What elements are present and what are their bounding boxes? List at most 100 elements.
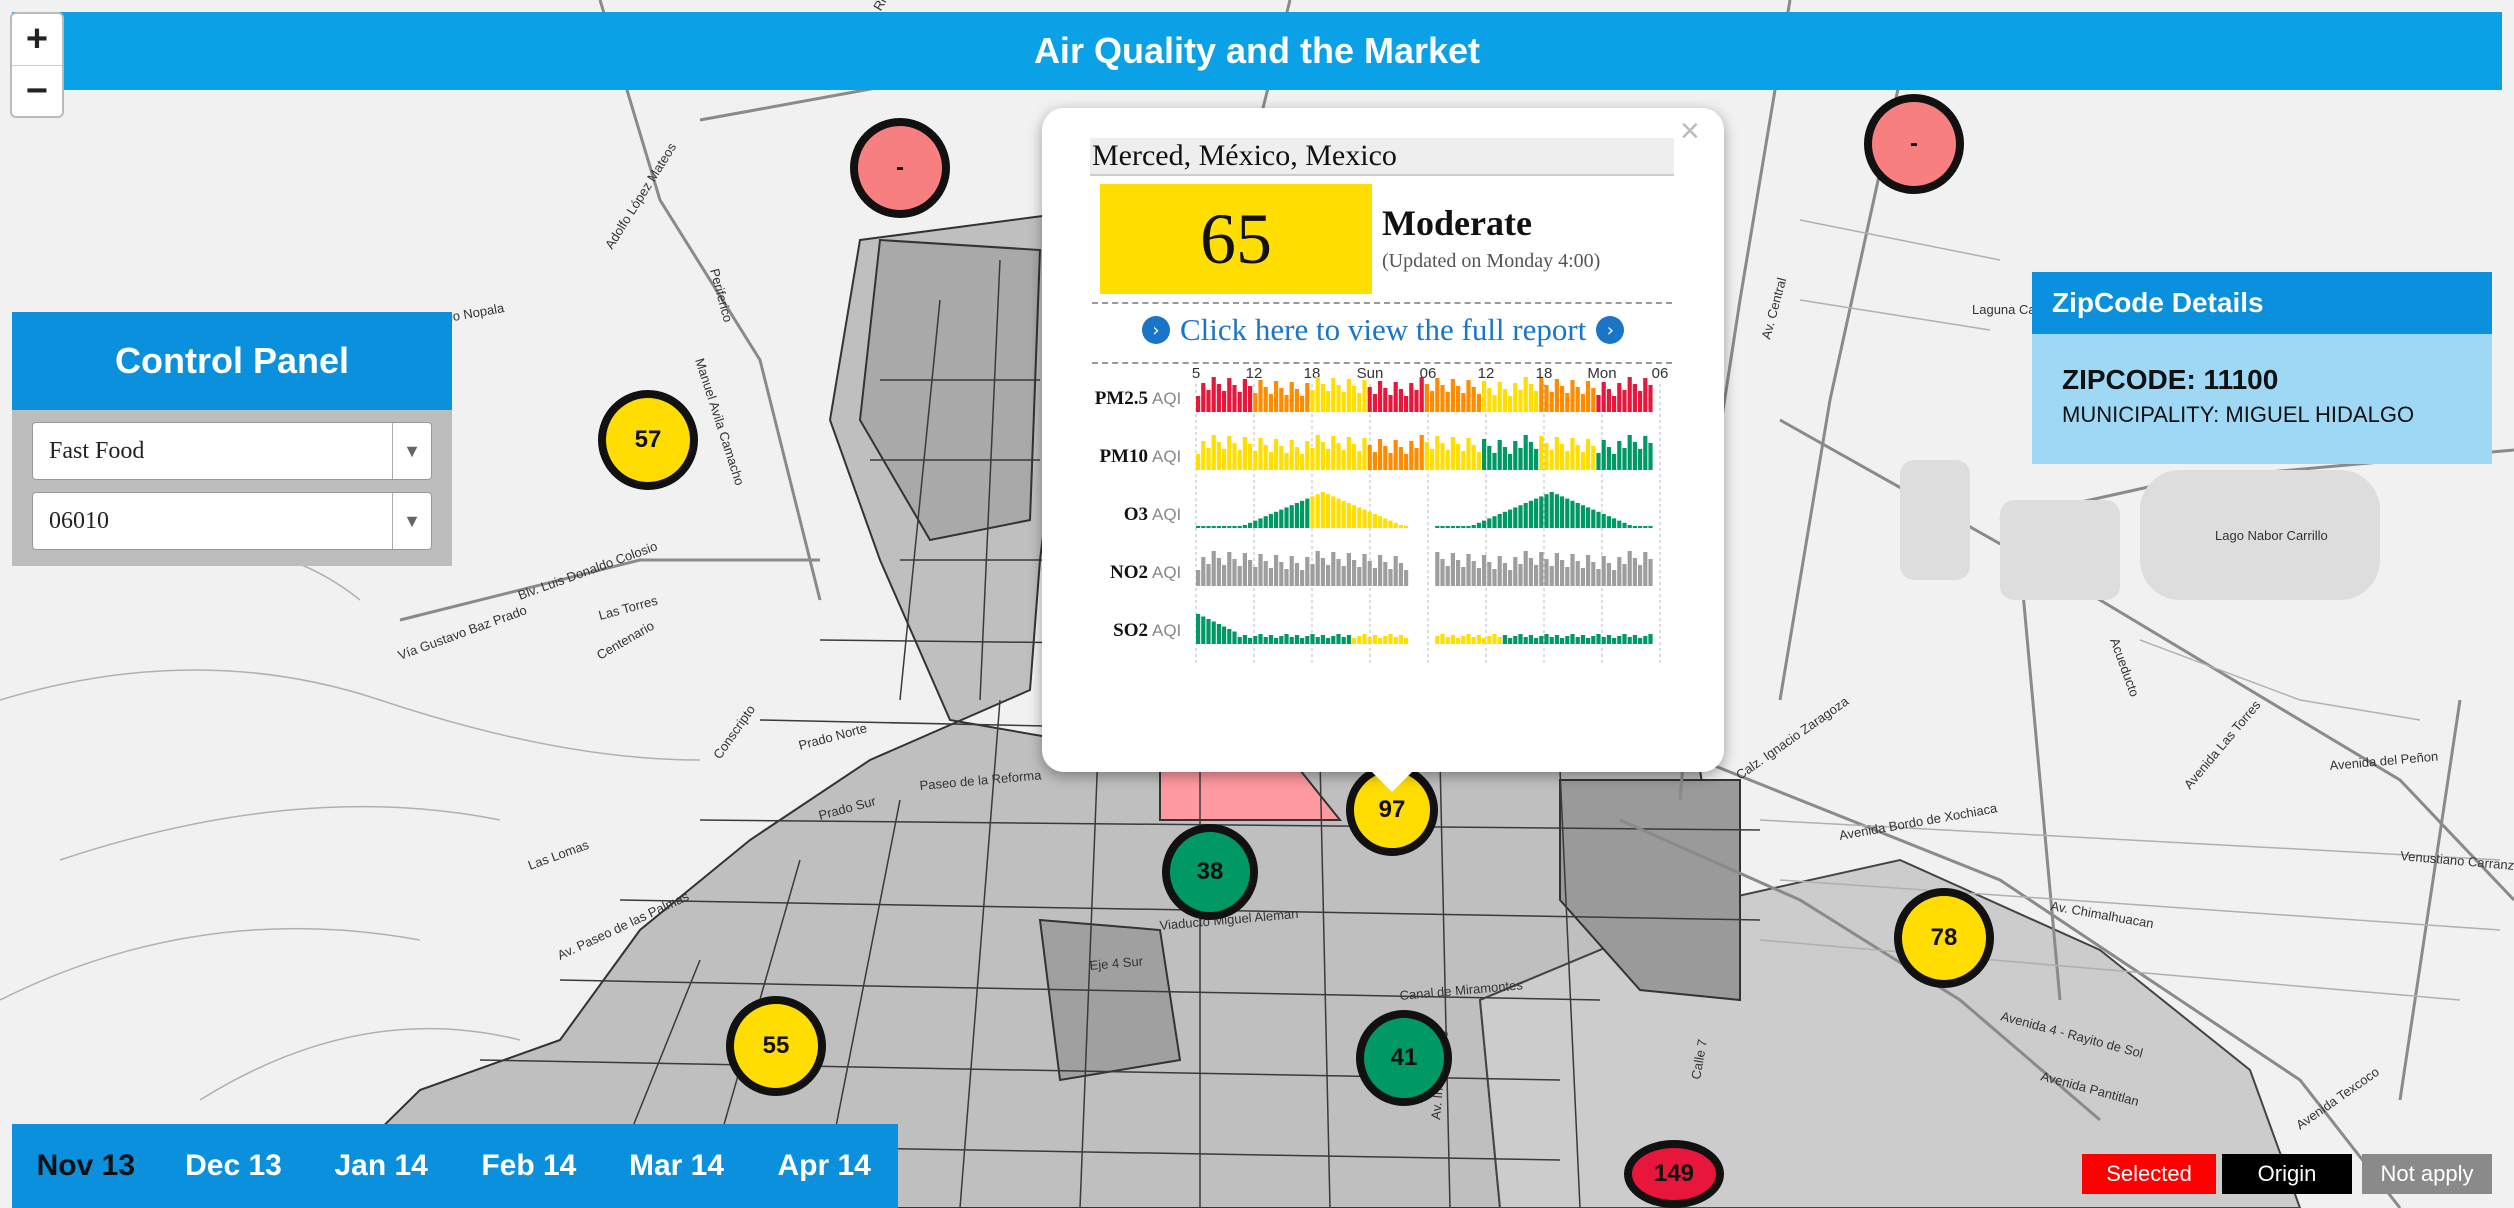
zoom-control: + −	[10, 12, 64, 118]
timeline-item[interactable]: Apr 14	[777, 1149, 871, 1182]
pollutant-bar	[1331, 436, 1336, 470]
pollutant-bar	[1393, 382, 1398, 412]
district-polygon[interactable]	[1559, 779, 1741, 1002]
pollutant-bar	[1648, 443, 1653, 470]
app-title: Air Quality and the Market	[1033, 30, 1481, 71]
aqi-marker[interactable]: 41	[1356, 1010, 1452, 1106]
pollutant-name: NO2	[1110, 562, 1148, 583]
pollutant-bar	[1544, 634, 1549, 644]
chevron-down-icon[interactable]: ▼	[392, 493, 431, 549]
pollutant-bar	[1320, 442, 1325, 470]
pollutant-bar	[1237, 450, 1242, 470]
divider	[1092, 302, 1672, 304]
district-polygon[interactable]	[1038, 918, 1182, 1082]
pollutant-bar	[1461, 393, 1466, 412]
pollutant-bar	[1263, 561, 1268, 586]
aqi-marker[interactable]: 57	[598, 390, 698, 490]
zip-select[interactable]: 06010 ▼	[32, 492, 432, 550]
close-icon[interactable]: ×	[1680, 112, 1700, 150]
pollutant-bar	[1305, 441, 1310, 470]
pollutant-bar	[1393, 637, 1398, 644]
chevron-down-icon[interactable]: ▼	[392, 423, 431, 479]
pollutant-bar	[1518, 564, 1523, 586]
pollutant-bar	[1461, 526, 1466, 528]
time-tick-label: Mon	[1587, 365, 1616, 382]
timeline-item[interactable]: Nov 13	[36, 1149, 136, 1182]
pollutant-bar	[1362, 438, 1367, 470]
pollutant-bar	[1388, 634, 1393, 644]
pollutant-bar	[1565, 567, 1570, 586]
pollutant-bar	[1643, 636, 1648, 644]
pollutant-bar	[1497, 514, 1502, 528]
timeline-item[interactable]: Jan 14	[334, 1149, 428, 1182]
pollutant-bar	[1575, 503, 1580, 528]
pollutant-bar	[1284, 634, 1289, 644]
zoom-in-button[interactable]: +	[12, 14, 62, 66]
timeline-item[interactable]: Dec 13	[185, 1149, 282, 1182]
aqi-marker[interactable]: -	[1864, 94, 1964, 194]
district-polygon[interactable]	[858, 238, 1042, 542]
pollutant-bar	[1331, 496, 1336, 528]
pollutant-bar	[1305, 498, 1310, 528]
pollutant-bar	[1310, 390, 1315, 412]
zoom-out-button[interactable]: −	[25, 70, 49, 112]
pollutant-bar	[1435, 378, 1440, 412]
timeline-item[interactable]: Mar 14	[628, 1149, 725, 1182]
pollutant-bar	[1279, 446, 1284, 470]
pollutant-bar	[1424, 442, 1429, 470]
pollutant-bar	[1523, 551, 1528, 586]
pollutant-bar	[1580, 568, 1585, 586]
full-report-label: Click here to view the full report	[1180, 312, 1587, 347]
divider	[1092, 362, 1672, 364]
pollutant-bar	[1242, 635, 1247, 644]
pollutant-bar	[1513, 383, 1518, 412]
pollutant-bar	[1456, 444, 1461, 470]
pollutant-name: PM10	[1099, 446, 1148, 467]
pollutant-bar	[1544, 559, 1549, 586]
aqi-marker[interactable]: -	[850, 118, 950, 218]
category-select[interactable]: Fast Food ▼	[32, 422, 432, 480]
pollutant-bar	[1591, 446, 1596, 470]
pollutant-bar	[1492, 453, 1497, 470]
aqi-marker[interactable]: 55	[726, 996, 826, 1096]
pollutant-bar	[1383, 636, 1388, 644]
pollutant-bar	[1294, 447, 1299, 470]
pollutant-bar	[1326, 565, 1331, 586]
pollutant-bar	[1398, 389, 1403, 412]
pollutant-bar	[1596, 634, 1601, 644]
pollutant-bar	[1404, 570, 1409, 586]
pollutant-bar	[1284, 569, 1289, 586]
pollutant-bar	[1612, 518, 1617, 528]
aqi-marker[interactable]: 78	[1894, 888, 1994, 988]
pollutant-bar	[1383, 518, 1388, 528]
pollutant-bar	[1263, 387, 1268, 412]
pollutant-bar	[1357, 393, 1362, 412]
pollutant-bar	[1534, 449, 1539, 470]
pollutant-bar	[1466, 380, 1471, 412]
pollutant-bar	[1196, 526, 1201, 528]
full-report-link[interactable]: › Click here to view the full report ›	[1142, 312, 1625, 348]
pollutant-unit: AQI	[1152, 621, 1181, 640]
pollutant-bar	[1632, 558, 1637, 586]
pollutant-bar	[1450, 553, 1455, 586]
pollutant-bar	[1409, 383, 1414, 412]
map-label: Calle 7	[1688, 1038, 1710, 1080]
pollutant-bar	[1601, 514, 1606, 528]
pollutant-bar	[1258, 438, 1263, 470]
pollutant-bar	[1476, 394, 1481, 412]
pollutant-bar	[1227, 436, 1232, 470]
pollutant-bar	[1341, 566, 1346, 586]
pollutant-bar	[1617, 636, 1622, 644]
pollutant-bar	[1336, 498, 1341, 528]
pollutant-bar	[1274, 511, 1279, 528]
pollutant-bar	[1372, 568, 1377, 586]
pollutant-name: SO2	[1113, 620, 1148, 641]
pollutant-bar	[1227, 378, 1232, 412]
pollutant-bar	[1253, 636, 1258, 644]
pollutant-bar	[1378, 439, 1383, 470]
pollutant-bar	[1435, 526, 1440, 528]
timeline-item[interactable]: Feb 14	[481, 1149, 577, 1182]
aqi-marker[interactable]: 149	[1624, 1140, 1724, 1208]
pollutant-bar	[1430, 391, 1435, 412]
aqi-marker[interactable]: 38	[1162, 824, 1258, 920]
